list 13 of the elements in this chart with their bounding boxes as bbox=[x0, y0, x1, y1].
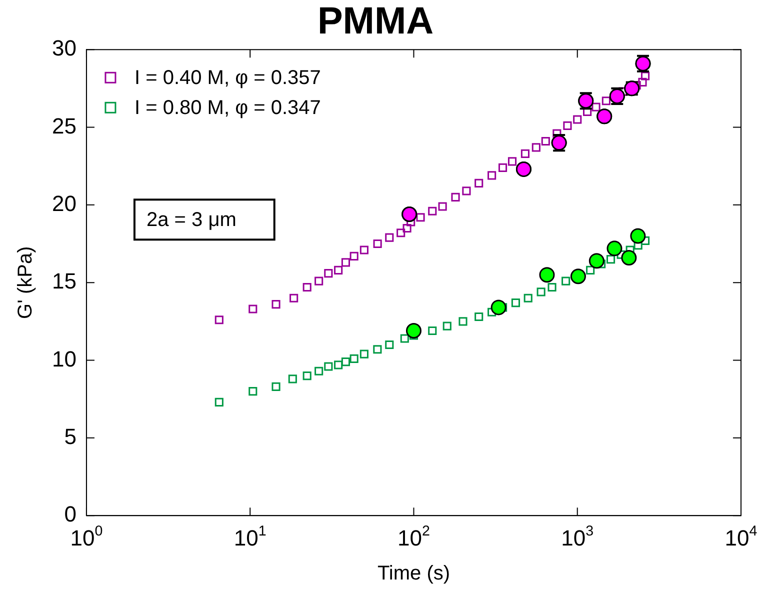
chart-title: PMMA bbox=[317, 0, 434, 42]
legend-label: I = 0.80 M, φ = 0.347 bbox=[134, 97, 321, 120]
y-tick-label: 0 bbox=[64, 502, 76, 527]
y-axis-title: G' (kPa) bbox=[14, 246, 37, 319]
y-tick-label: 30 bbox=[52, 36, 76, 61]
annotation: 2a = 3 μm bbox=[146, 209, 236, 232]
legend-label: I = 0.40 M, φ = 0.357 bbox=[134, 67, 321, 90]
y-tick-label: 20 bbox=[52, 190, 76, 216]
y-tick-label: 5 bbox=[64, 424, 76, 449]
y-tick-label: 10 bbox=[52, 346, 76, 372]
x-axis-title: Time (s) bbox=[377, 562, 450, 585]
y-tick-label: 15 bbox=[52, 268, 76, 294]
y-tick-label: 25 bbox=[52, 113, 76, 138]
